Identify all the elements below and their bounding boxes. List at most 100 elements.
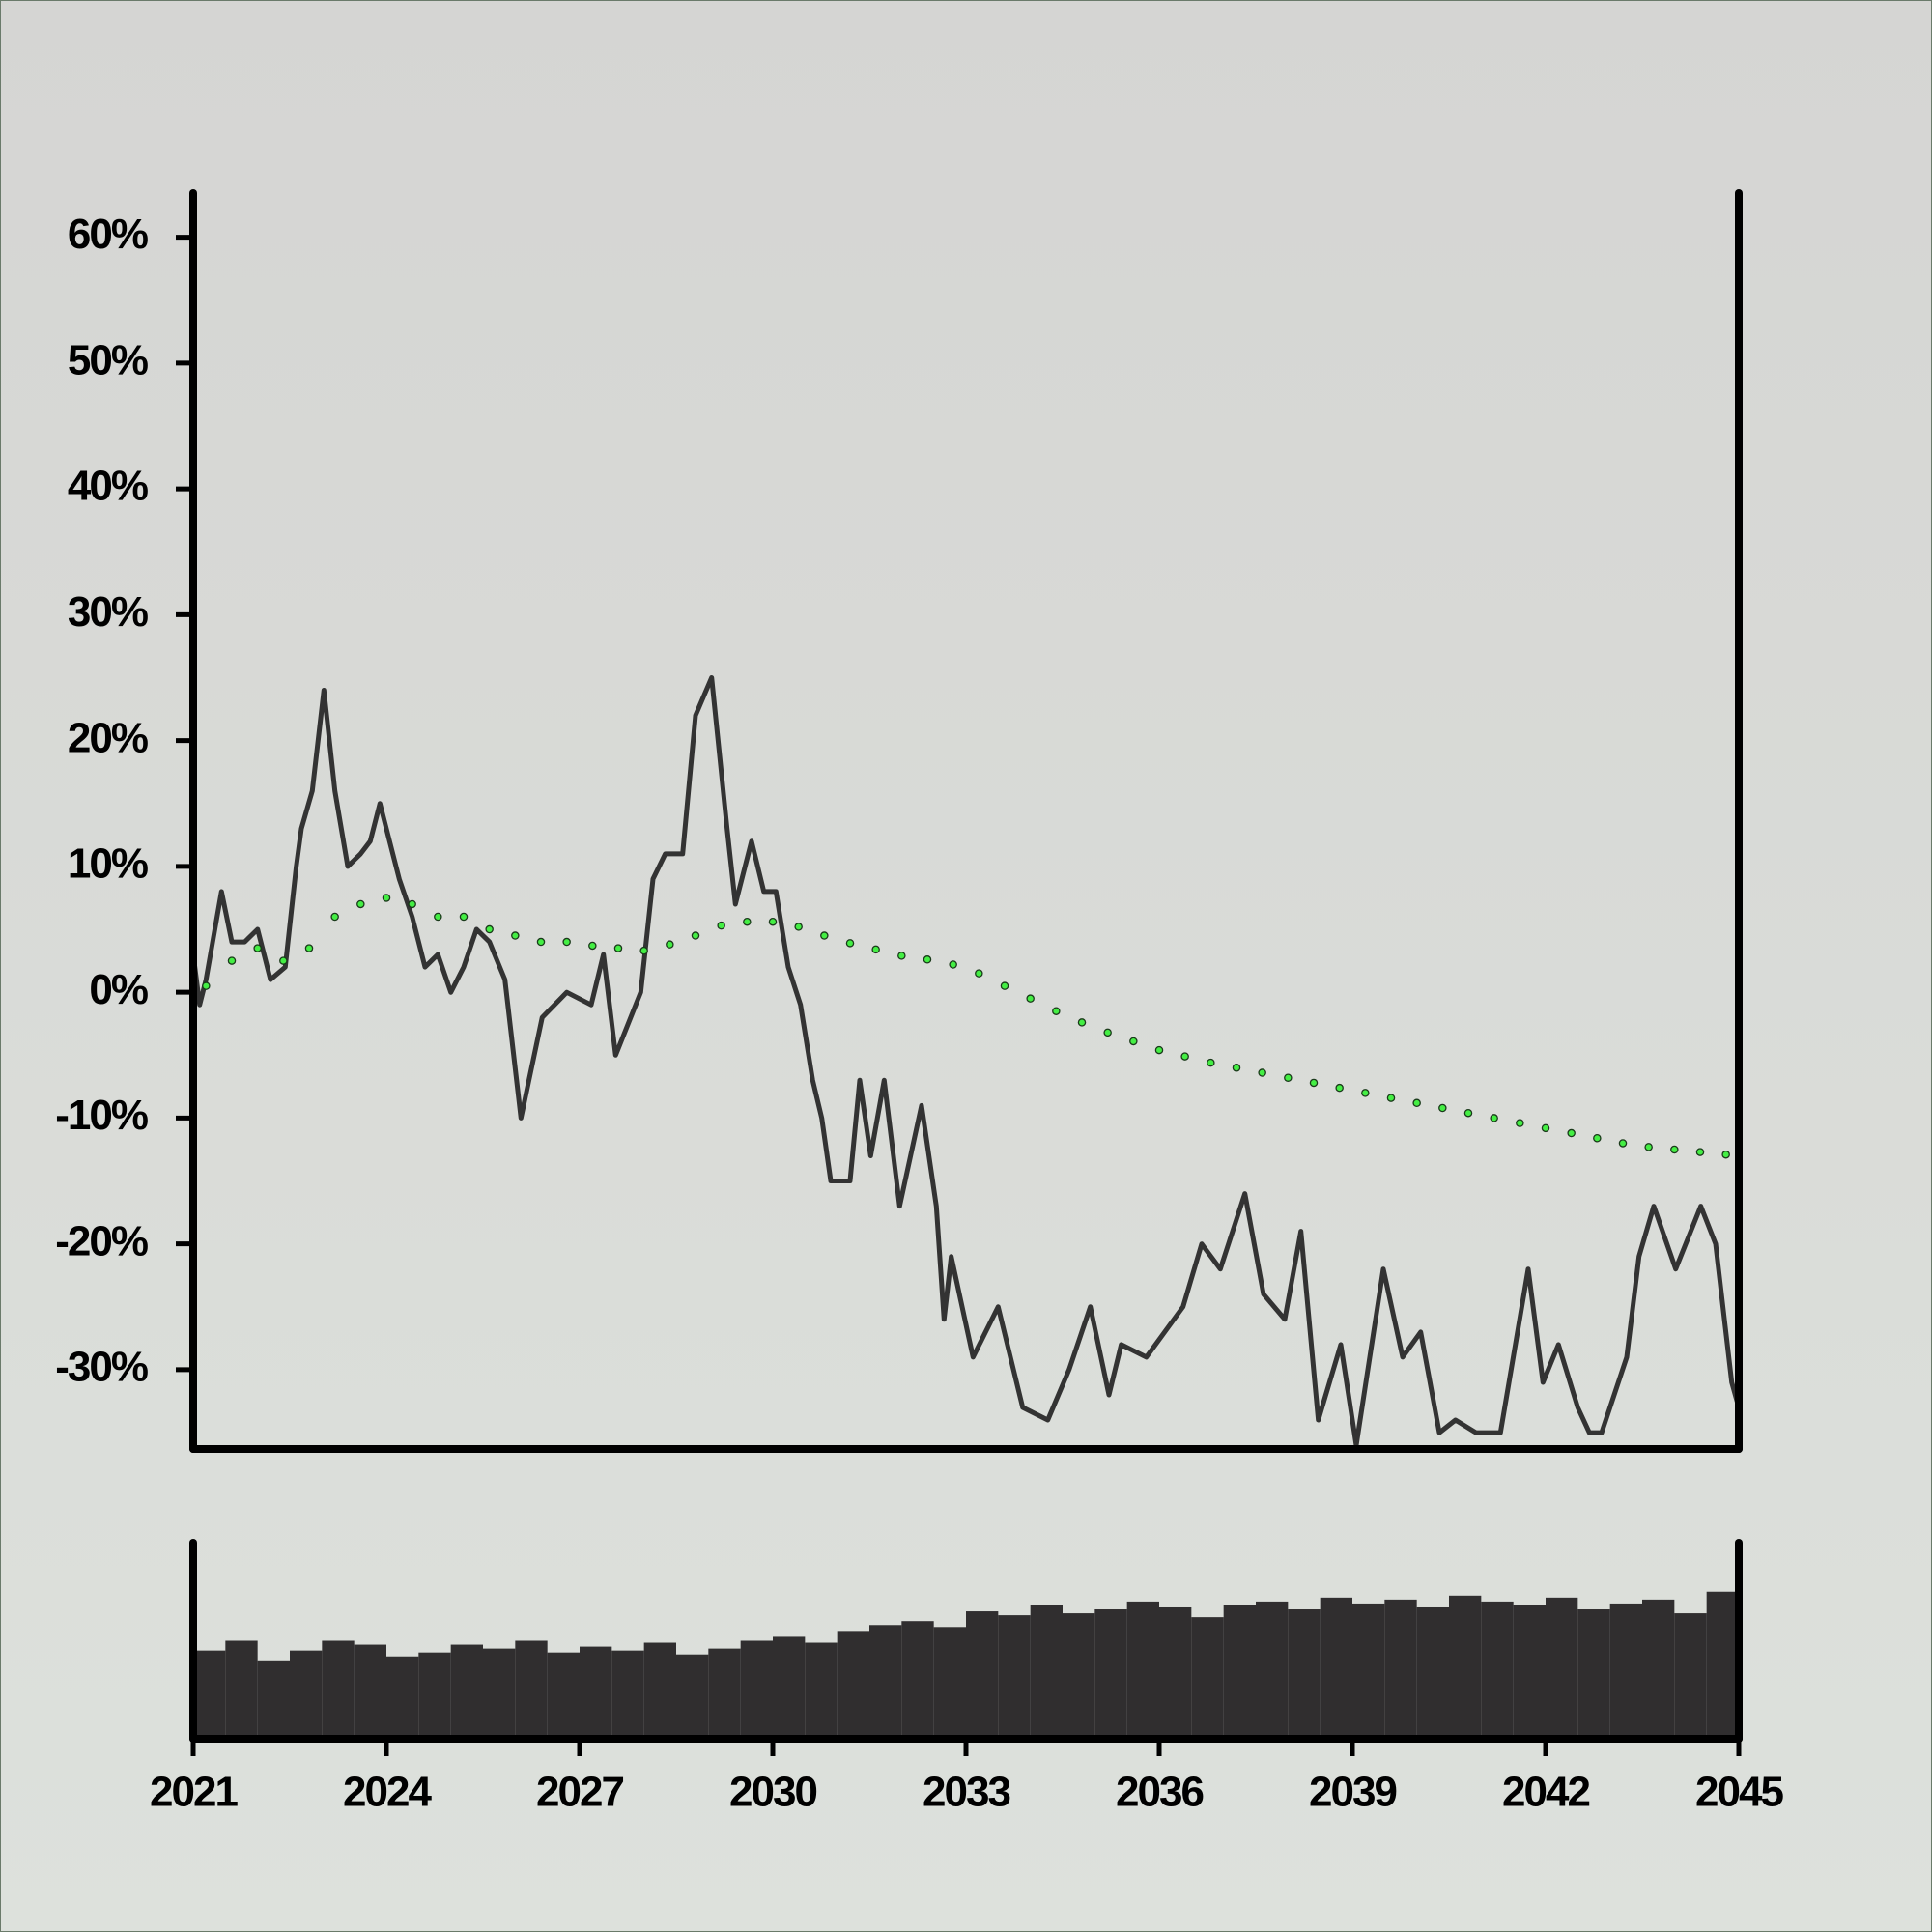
volume-bar [966, 1611, 999, 1739]
ma-dot [897, 952, 906, 960]
ma-dot [1721, 1150, 1730, 1159]
y-tick-label: 20% [68, 714, 148, 761]
volume-bar [354, 1644, 386, 1739]
volume-bar [1577, 1609, 1610, 1739]
volume-bar [418, 1652, 451, 1739]
volume-bar [901, 1621, 934, 1739]
ma-dot [717, 921, 725, 930]
ma-dot [1386, 1094, 1396, 1102]
ma-dot [1207, 1058, 1215, 1067]
volume-bar [869, 1625, 902, 1739]
volume-bar [257, 1660, 290, 1739]
volume-bar [1481, 1601, 1514, 1739]
volume-bar [1352, 1603, 1385, 1739]
volume-bar [1513, 1605, 1546, 1739]
ma-dot [1284, 1073, 1293, 1082]
volume-bar [193, 1650, 226, 1739]
volume-bar [676, 1654, 709, 1739]
ma-dot [1567, 1128, 1576, 1138]
ma-dot [279, 956, 288, 965]
ma-dot [1438, 1103, 1447, 1113]
volume-bar [837, 1631, 869, 1739]
ma-dot [227, 956, 237, 965]
volume-bar [611, 1650, 644, 1739]
volume-bar [1642, 1599, 1675, 1739]
ma-dot [253, 944, 262, 952]
volume-bar [225, 1640, 258, 1739]
y-tick-label: 0% [89, 966, 147, 1013]
volume-bar [386, 1656, 419, 1739]
ma-dot [1695, 1148, 1705, 1156]
volume-bar [1706, 1591, 1739, 1739]
ma-dot [1361, 1089, 1370, 1097]
ma-dot [1258, 1068, 1266, 1077]
y-tick-label: 40% [68, 463, 148, 510]
volume-bar [1288, 1609, 1321, 1739]
ma-dot [975, 969, 983, 978]
volume-bar [1609, 1603, 1642, 1739]
volume-bar [708, 1648, 741, 1739]
ma-dot [768, 917, 778, 926]
ma-dot [1412, 1098, 1421, 1108]
ma-dot [1644, 1143, 1653, 1151]
ma-dot [820, 931, 829, 940]
volume-bar [322, 1640, 355, 1739]
volume-bar [1416, 1606, 1449, 1739]
volume-bar [1030, 1605, 1063, 1739]
ma-dot [562, 937, 571, 947]
y-tick-label: -30% [55, 1344, 148, 1391]
ma-dot [588, 941, 597, 951]
ma-dot [408, 899, 416, 909]
ma-dot [330, 912, 339, 922]
ma-dot [1490, 1114, 1498, 1122]
x-tick-label: 2021 [150, 1769, 238, 1816]
volume-bar [1191, 1617, 1224, 1739]
volume-bar [998, 1615, 1031, 1739]
y-tick-label: 30% [68, 588, 148, 636]
ma-dot [743, 917, 752, 926]
ma-dot [459, 912, 469, 922]
volume-bar [1159, 1606, 1192, 1739]
ma-dot [485, 924, 494, 934]
ma-dot [304, 944, 314, 952]
ma-dot [382, 894, 391, 902]
ma-dot [1052, 1007, 1061, 1015]
volume-bar [1126, 1601, 1159, 1739]
y-tick-label: -10% [55, 1092, 148, 1139]
ma-dot [434, 912, 442, 922]
volume-bar [1223, 1605, 1256, 1739]
volume-bar [1384, 1599, 1417, 1739]
volume-bar [547, 1652, 580, 1739]
volume-bar [1449, 1595, 1482, 1739]
ma-dot [1026, 994, 1035, 1003]
ma-dot [1335, 1083, 1344, 1093]
ma-dot [794, 923, 803, 931]
volume-bar [580, 1646, 612, 1739]
ma-dot [1618, 1139, 1628, 1148]
volume-bar [483, 1648, 516, 1739]
ma-dot [356, 899, 365, 909]
ma-dot [1516, 1119, 1524, 1127]
volume-bar [290, 1650, 323, 1739]
ma-dot [536, 937, 546, 947]
ma-dot [1232, 1064, 1241, 1072]
ma-dot [1593, 1134, 1602, 1143]
volume-bar [805, 1642, 838, 1739]
volume-bar [450, 1644, 483, 1739]
ma-dot [845, 939, 855, 948]
volume-bar [1320, 1597, 1352, 1739]
ma-dot [202, 981, 211, 990]
volume-bar [643, 1642, 676, 1739]
x-tick-label: 2036 [1116, 1769, 1203, 1816]
ma-dot [639, 946, 648, 955]
x-tick-label: 2024 [343, 1769, 432, 1816]
ma-dot [871, 945, 880, 954]
ma-dot [949, 960, 957, 969]
x-tick-label: 2042 [1502, 1769, 1589, 1816]
ma-dot [666, 940, 674, 949]
ma-dot [1180, 1052, 1189, 1061]
y-tick-label: 50% [68, 336, 148, 384]
ma-dot [1463, 1108, 1473, 1118]
